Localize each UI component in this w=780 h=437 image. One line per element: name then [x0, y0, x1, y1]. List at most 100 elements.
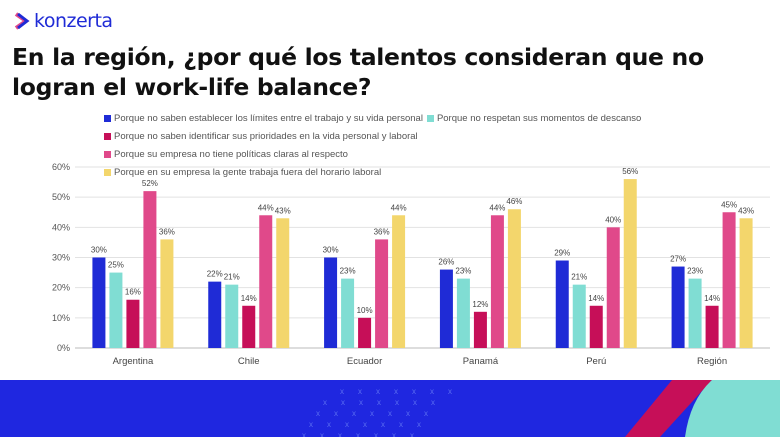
legend-item: Porque su empresa no tiene políticas cla…	[104, 146, 348, 163]
svg-text:x: x	[376, 387, 380, 396]
svg-text:x: x	[340, 387, 344, 396]
konzerta-logo: konzerta	[14, 10, 113, 32]
svg-text:x: x	[338, 431, 342, 437]
data-label: 23%	[340, 267, 356, 276]
legend-label: Porque en su empresa la gente trabaja fu…	[114, 167, 382, 178]
bar	[324, 257, 338, 348]
legend-label: Porque su empresa no tiene políticas cla…	[114, 149, 348, 160]
bar	[507, 209, 521, 348]
data-label: 43%	[738, 206, 754, 215]
data-label: 30%	[323, 246, 339, 255]
svg-text:x: x	[381, 420, 385, 429]
x-tick-label: Panamá	[463, 356, 499, 367]
data-label: 23%	[687, 267, 703, 276]
data-label: 10%	[357, 306, 373, 315]
data-label: 23%	[455, 267, 471, 276]
bar	[225, 284, 239, 348]
bar	[109, 272, 123, 348]
svg-text:x: x	[374, 431, 378, 437]
data-label: 52%	[142, 179, 158, 188]
svg-text:x: x	[392, 431, 396, 437]
bar	[358, 317, 372, 348]
bar	[143, 191, 157, 348]
page-title: En la región, ¿por qué los talentos cons…	[12, 43, 704, 101]
svg-text:x: x	[395, 398, 399, 407]
bar	[589, 305, 603, 348]
svg-text:x: x	[431, 398, 435, 407]
svg-text:x: x	[302, 431, 306, 437]
bar-chart: 0%10%20%30%40%50%60%Argentina30%25%16%52…	[52, 162, 770, 367]
footer-pattern: x x x x x x xx x x x x x xx x x x x x xx x x x x x xx x x x x x x	[302, 380, 780, 437]
data-label: 36%	[374, 227, 390, 236]
legend-swatch	[104, 151, 111, 158]
svg-text:x: x	[334, 409, 338, 418]
y-tick-label: 0%	[57, 343, 70, 353]
data-label: 14%	[241, 294, 257, 303]
bar	[276, 218, 290, 348]
data-label: 46%	[506, 197, 522, 206]
legend-item: Porque no saben establecer los límites e…	[104, 110, 423, 127]
data-label: 25%	[108, 261, 124, 270]
logo-text: konzerta	[34, 10, 113, 32]
bar	[555, 260, 569, 348]
svg-text:x: x	[352, 409, 356, 418]
bar	[490, 215, 504, 348]
chart-legend: Porque no saben establecer los límites e…	[104, 110, 664, 182]
svg-text:x: x	[363, 420, 367, 429]
bar	[722, 212, 736, 348]
data-label: 21%	[571, 273, 587, 282]
legend-swatch	[104, 133, 111, 140]
svg-text:x: x	[320, 431, 324, 437]
svg-text:x: x	[448, 387, 452, 396]
data-label: 14%	[588, 294, 604, 303]
legend-item: Porque en su empresa la gente trabaja fu…	[104, 164, 381, 181]
x-tick-label: Perú	[586, 356, 606, 367]
legend-swatch	[104, 169, 111, 176]
bar	[671, 266, 685, 348]
y-tick-label: 50%	[52, 192, 70, 202]
svg-text:x: x	[316, 409, 320, 418]
svg-text:x: x	[413, 398, 417, 407]
legend-item: Porque no saben identificar sus priorida…	[104, 128, 418, 145]
bar	[473, 311, 487, 348]
bar	[341, 278, 355, 348]
svg-text:x: x	[412, 387, 416, 396]
data-label: 26%	[438, 258, 454, 267]
bar	[439, 269, 453, 348]
svg-text:x: x	[388, 409, 392, 418]
data-label: 22%	[207, 270, 223, 279]
legend-swatch	[426, 115, 434, 122]
svg-text:x: x	[323, 398, 327, 407]
svg-text:x: x	[417, 420, 421, 429]
bar	[375, 239, 389, 348]
svg-text:x: x	[345, 420, 349, 429]
bar	[92, 257, 106, 348]
svg-text:x: x	[406, 409, 410, 418]
x-tick-label: Región	[697, 356, 727, 367]
bar	[259, 215, 273, 348]
legend-label: Porque no saben establecer los límites e…	[114, 113, 423, 124]
x-tick-label: Ecuador	[347, 356, 382, 367]
y-tick-label: 60%	[52, 162, 70, 172]
data-label: 44%	[391, 203, 407, 212]
chevron-logo-icon	[14, 12, 30, 30]
data-label: 21%	[224, 273, 240, 282]
data-label: 16%	[125, 288, 141, 297]
bar	[623, 179, 637, 348]
svg-text:x: x	[358, 387, 362, 396]
bar	[208, 281, 222, 348]
legend-item: Porque no respetan sus momentos de desca…	[426, 110, 641, 127]
bar	[705, 305, 719, 348]
bar	[160, 239, 174, 348]
data-label: 12%	[472, 300, 488, 309]
bar	[126, 299, 140, 348]
y-tick-label: 20%	[52, 283, 70, 293]
svg-text:x: x	[309, 420, 313, 429]
svg-text:x: x	[410, 431, 414, 437]
bar	[606, 227, 620, 348]
svg-text:x: x	[377, 398, 381, 407]
svg-text:x: x	[327, 420, 331, 429]
y-tick-label: 40%	[52, 222, 70, 232]
svg-text:x: x	[370, 409, 374, 418]
bar	[456, 278, 470, 348]
